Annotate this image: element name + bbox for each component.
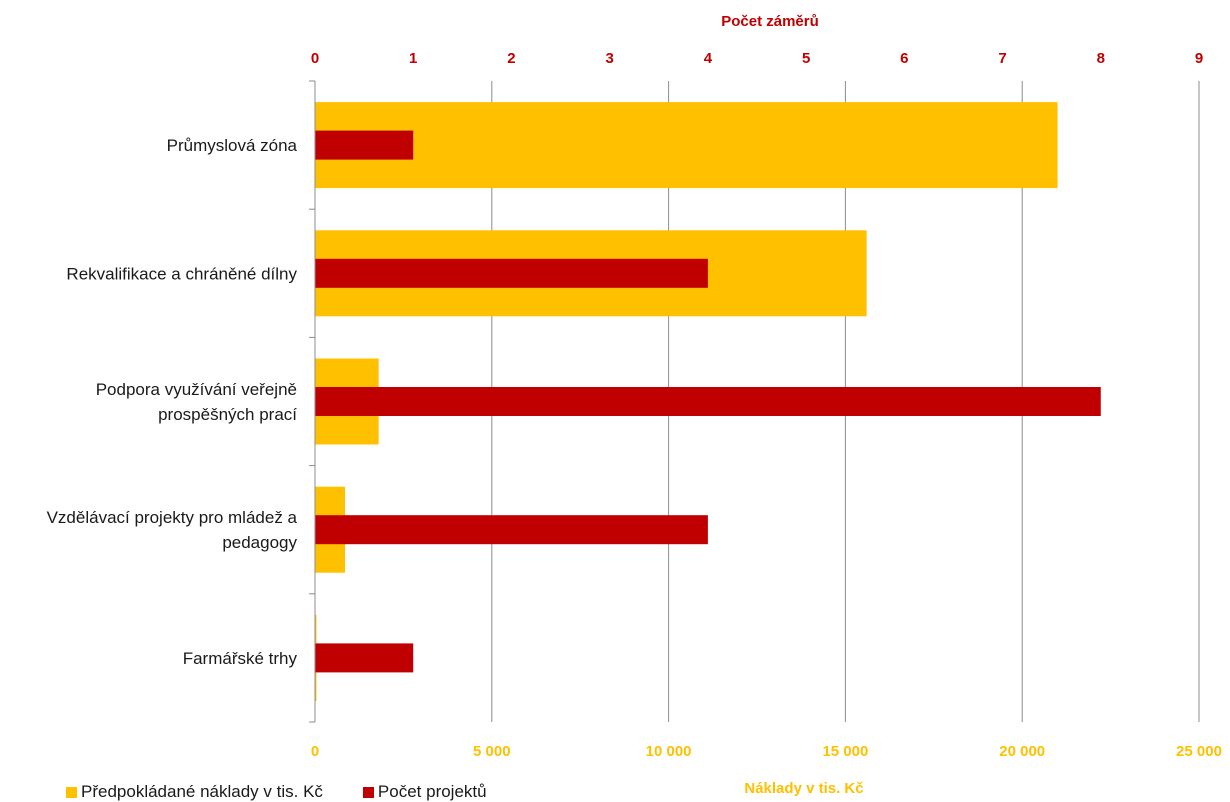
- bar-count: [315, 387, 1101, 416]
- bar-count: [315, 258, 708, 288]
- bar-count: [315, 643, 414, 673]
- category-label: Farmářské trhy: [183, 649, 298, 668]
- bottom-axis-title: Náklady v tis. Kč: [744, 780, 863, 797]
- legend-swatch-count: [362, 786, 374, 798]
- bar-count: [315, 515, 708, 545]
- legend-item-costs: Předpokládané náklady v tis. Kč: [66, 782, 323, 802]
- bottom-tick-label: 15 000: [822, 743, 868, 760]
- category-label: Rekvalifikace a chráněné dílny: [66, 264, 297, 283]
- top-tick-label: 6: [900, 50, 908, 67]
- top-tick-label: 2: [507, 50, 515, 67]
- top-tick-label: 5: [802, 50, 810, 67]
- top-tick-label: 4: [704, 50, 713, 67]
- legend-label-count: Počet projektů: [377, 782, 487, 801]
- bottom-tick-label: 0: [311, 743, 319, 760]
- category-label: pedagogy: [222, 533, 297, 552]
- bottom-tick-label: 25 000: [1176, 743, 1222, 760]
- top-tick-label: 8: [1097, 50, 1105, 67]
- bottom-tick-label: 10 000: [646, 743, 692, 760]
- category-label: Vzdělávací projekty pro mládež a: [47, 508, 298, 527]
- top-axis-title: Počet záměrů: [721, 13, 819, 30]
- bar-count: [315, 130, 414, 160]
- category-label: Průmyslová zóna: [167, 136, 298, 155]
- top-tick-label: 7: [998, 50, 1006, 67]
- top-tick-label: 1: [409, 50, 417, 67]
- legend: Předpokládané náklady v tis. Kč Počet pr…: [66, 782, 487, 802]
- category-label: prospěšných prací: [158, 405, 297, 424]
- bottom-tick-label: 20 000: [999, 743, 1045, 760]
- category-label: Podpora využívání veřejně: [96, 380, 297, 399]
- legend-label-costs: Předpokládané náklady v tis. Kč: [81, 782, 323, 801]
- top-tick-label: 9: [1195, 50, 1203, 67]
- bottom-tick-label: 5 000: [473, 743, 511, 760]
- top-tick-label: 0: [311, 50, 319, 67]
- legend-swatch-costs: [66, 786, 77, 798]
- bar-costs: [315, 102, 1058, 189]
- top-tick-label: 3: [605, 50, 613, 67]
- legend-item-count: Počet projektů: [362, 782, 487, 802]
